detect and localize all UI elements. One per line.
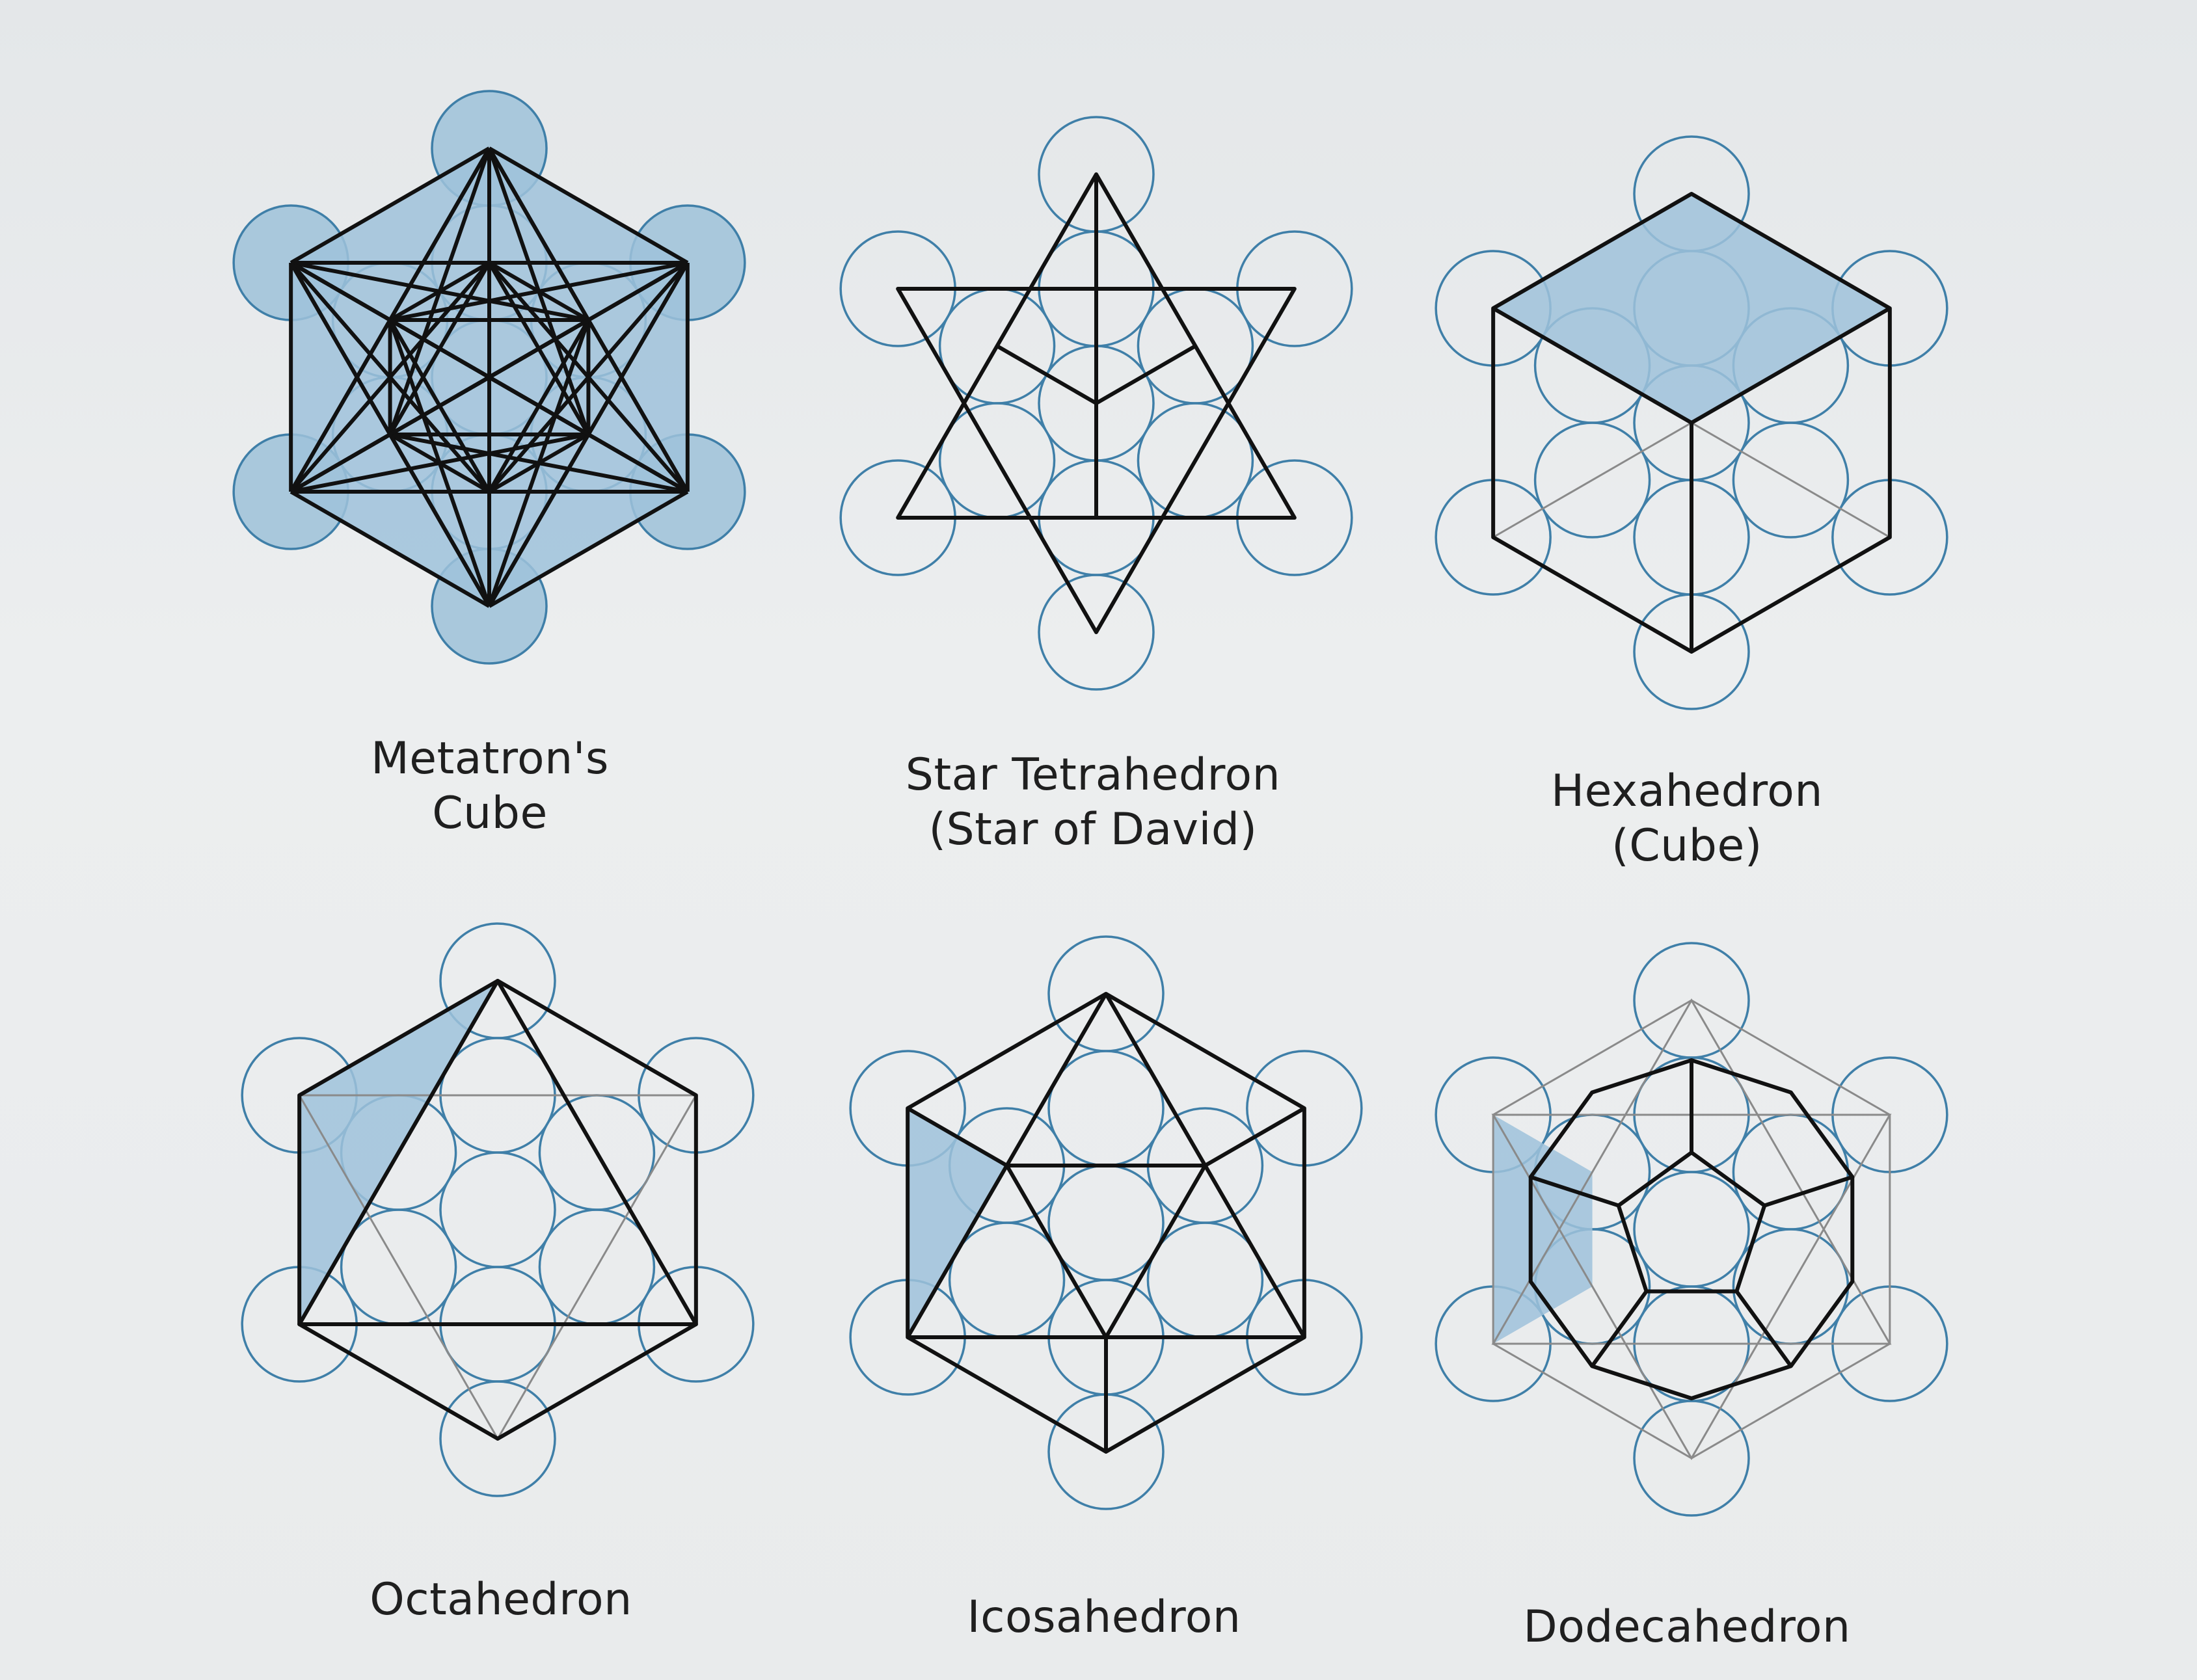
edge-line (906, 1164, 1009, 1339)
star-tetrahedron-figure (839, 116, 1353, 691)
edge-line (906, 1106, 1008, 1167)
edge-line (390, 261, 688, 322)
edge-line (388, 148, 491, 435)
edge-line (487, 261, 690, 493)
edge-line (290, 261, 689, 494)
edge-line (1203, 1164, 1306, 1339)
dodecagon-outline (1528, 1058, 1855, 1400)
edge-line (1530, 1175, 1619, 1208)
edge-line (488, 146, 689, 265)
hexahedron-figure (1435, 135, 1948, 710)
caption-line: Star Tetrahedron (905, 749, 1281, 801)
caption-metatrons-cube: Metatron's Cube (197, 732, 783, 841)
edge-line (996, 344, 1098, 405)
caption-line: Icosahedron (967, 1592, 1241, 1643)
edge-line (290, 146, 491, 265)
shaded-face (908, 1108, 1007, 1337)
caption-hexahedron: Hexahedron (Cube) (1394, 764, 1980, 873)
edge-line (1095, 344, 1196, 405)
circle-shape (1047, 935, 1165, 1052)
octahedron-figure (241, 922, 755, 1497)
hidden-triangle (1491, 998, 1892, 1345)
inner-triangle (1004, 1164, 1207, 1339)
edge-line (290, 490, 491, 608)
caption-line: Octahedron (370, 1574, 632, 1625)
circle-shape (439, 1151, 556, 1268)
circle-shape (1633, 1171, 1750, 1288)
edge-line (289, 261, 491, 607)
caption-line: (Cube) (1611, 820, 1762, 872)
caption-line: Metatron's (371, 733, 609, 784)
shaded-face (1493, 1115, 1593, 1344)
caption-dodecahedron: Dodecahedron (1394, 1600, 1980, 1655)
circle-shape (948, 1221, 1066, 1339)
icosahedron-figure (849, 935, 1363, 1510)
circle-shape (439, 1380, 556, 1497)
caption-octahedron: Octahedron (208, 1573, 794, 1627)
caption-line: Dodecahedron (1523, 1601, 1851, 1653)
edge-line (1104, 993, 1207, 1167)
caption-star-tetrahedron: Star Tetrahedron (Star of David) (800, 748, 1386, 857)
edge-line (388, 319, 491, 607)
central-pentagon (1616, 1151, 1767, 1294)
circle-shape (1633, 942, 1750, 1059)
circle-shape (439, 922, 556, 1039)
circle-shape (1038, 574, 1155, 691)
hidden-edge (1691, 421, 1891, 539)
edge-line (1492, 306, 1693, 425)
hidden-triangle (297, 1094, 698, 1441)
circle-shape (1633, 1400, 1750, 1517)
edge-line (390, 433, 688, 494)
edge-line (488, 490, 689, 608)
hidden-edge (1492, 421, 1692, 539)
caption-line: Hexahedron (1551, 766, 1823, 817)
front-triangle (297, 979, 698, 1326)
shaded-face (1493, 194, 1890, 423)
caption-line: (Star of David) (928, 804, 1258, 855)
metatrons-cube-figure (232, 90, 746, 665)
dodecahedron-figure (1435, 942, 1948, 1517)
edge-line (1590, 1290, 1649, 1368)
hexagon-outline (297, 979, 698, 1441)
edge-line (1734, 1290, 1793, 1368)
caption-icosahedron: Icosahedron (811, 1590, 1397, 1645)
edge-line (1764, 1175, 1853, 1208)
circle-shape (1146, 1221, 1264, 1339)
edge-line (1690, 306, 1891, 425)
edge-line (1004, 993, 1108, 1167)
circle-shape (1732, 421, 1850, 539)
caption-line: Cube (432, 788, 548, 839)
circle-shape (1047, 1164, 1165, 1281)
circle-shape (1047, 1050, 1165, 1167)
edge-line (1204, 1106, 1306, 1167)
